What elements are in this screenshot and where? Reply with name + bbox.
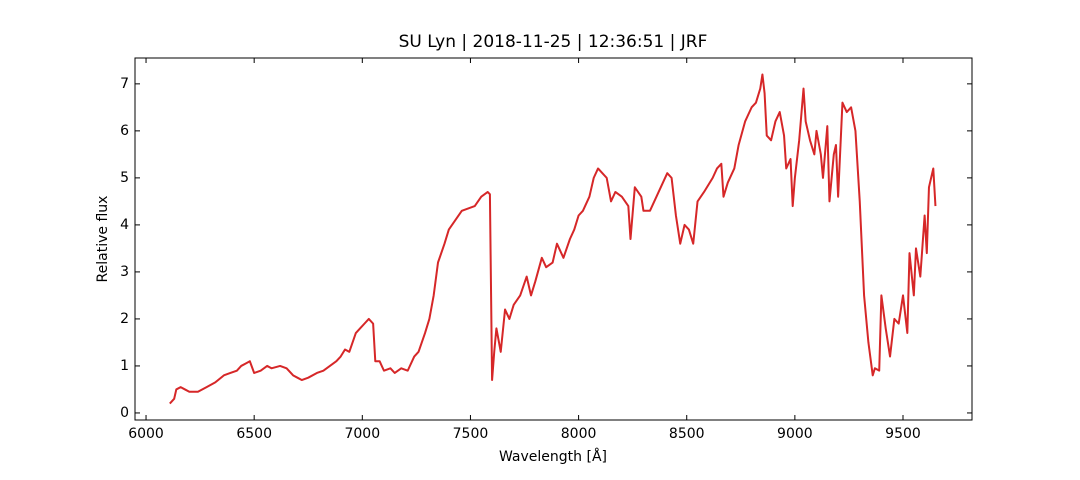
y-tick-label: 6	[120, 123, 129, 139]
x-tick-label: 6500	[236, 426, 272, 442]
y-tick-label: 4	[120, 217, 129, 233]
x-axis-label: Wavelength [Å]	[499, 448, 607, 465]
y-tick-label: 2	[120, 311, 129, 327]
y-tick-label: 7	[120, 76, 129, 92]
y-tick-label: 0	[120, 405, 129, 421]
x-tick-label: 9500	[885, 426, 921, 442]
x-tick-label: 8000	[561, 426, 597, 442]
x-tick-label: 8500	[669, 426, 705, 442]
y-tick-label: 3	[120, 264, 129, 280]
x-tick-label: 6000	[128, 426, 164, 442]
y-axis-label: Relative flux	[95, 196, 111, 283]
plot-frame	[134, 57, 973, 421]
chart-title: SU Lyn | 2018-11-25 | 12:36:51 | JRF	[399, 32, 708, 52]
x-tick-label: 9000	[777, 426, 813, 442]
y-tick-label: 5	[120, 170, 129, 186]
y-tick-label: 1	[120, 358, 129, 374]
x-tick-label: 7500	[453, 426, 489, 442]
x-tick-label: 7000	[344, 426, 380, 442]
spectrum-line	[169, 73, 937, 405]
